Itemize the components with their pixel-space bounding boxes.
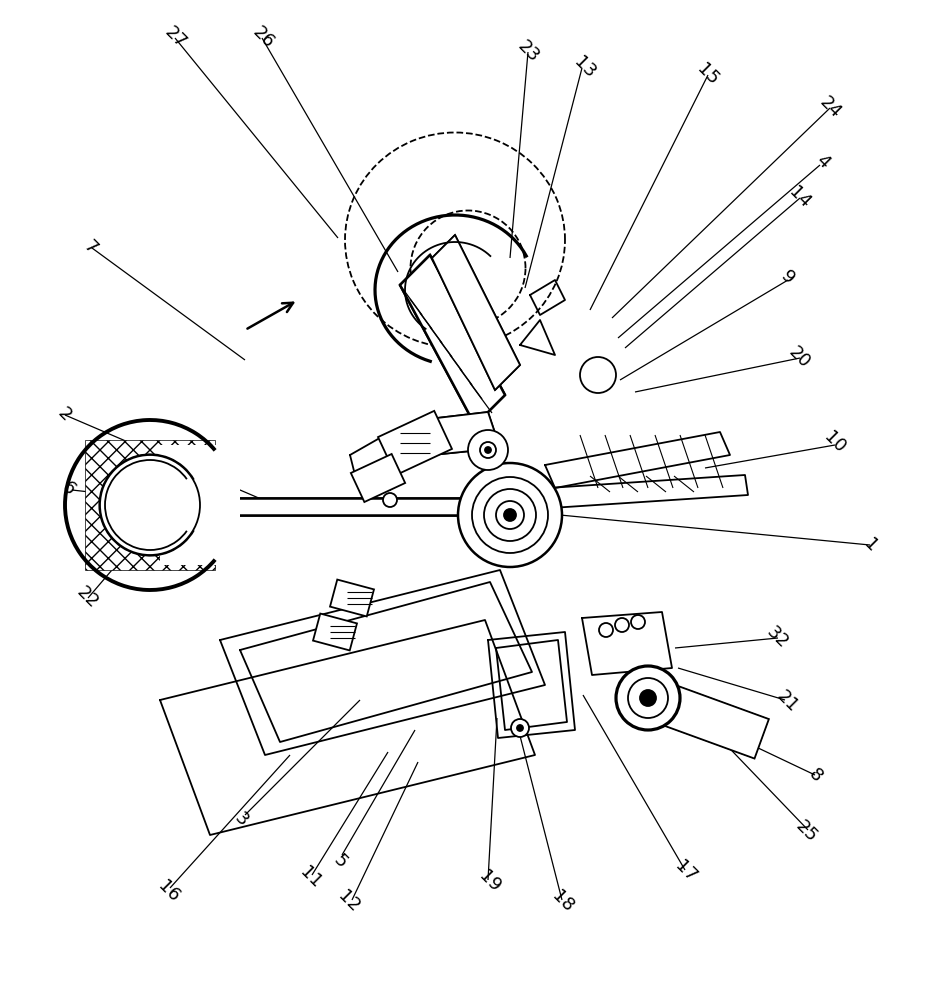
Circle shape: [472, 477, 548, 553]
Text: 6: 6: [58, 478, 79, 498]
Text: 2: 2: [54, 405, 75, 425]
Text: 17: 17: [672, 858, 700, 886]
Circle shape: [640, 690, 656, 706]
Text: 1: 1: [860, 535, 881, 555]
Bar: [160, 445, 240, 565]
Circle shape: [100, 455, 200, 555]
Polygon shape: [420, 412, 500, 455]
Text: 19: 19: [476, 868, 504, 896]
Text: 20: 20: [785, 344, 814, 372]
Circle shape: [100, 455, 200, 555]
Bar: [351, 454, 405, 502]
Circle shape: [580, 357, 616, 393]
Bar: [651, 681, 769, 759]
Text: 12: 12: [334, 888, 362, 916]
Circle shape: [485, 447, 491, 453]
Circle shape: [496, 501, 524, 529]
Circle shape: [517, 725, 523, 731]
Circle shape: [383, 493, 397, 507]
Circle shape: [616, 666, 680, 730]
Text: 32: 32: [763, 624, 792, 652]
Bar: [651, 681, 769, 759]
Circle shape: [615, 618, 629, 632]
Bar: [85, 440, 215, 570]
Text: 14: 14: [785, 184, 814, 212]
Circle shape: [511, 719, 529, 737]
Text: 3: 3: [231, 810, 252, 830]
Polygon shape: [205, 498, 510, 515]
Polygon shape: [400, 255, 505, 425]
Text: 24: 24: [816, 94, 845, 122]
Circle shape: [631, 615, 645, 629]
Text: 4: 4: [813, 152, 833, 172]
Text: 18: 18: [549, 888, 577, 916]
Text: 26: 26: [249, 24, 277, 52]
Text: 13: 13: [570, 54, 599, 82]
Text: 15: 15: [693, 61, 722, 89]
Text: 23: 23: [514, 38, 542, 66]
Bar: [330, 580, 374, 616]
Text: 10: 10: [820, 428, 849, 456]
Text: 21: 21: [773, 688, 801, 716]
Text: 7: 7: [79, 238, 100, 258]
Text: 16: 16: [154, 878, 183, 906]
Circle shape: [480, 442, 496, 458]
Circle shape: [628, 678, 668, 718]
Polygon shape: [432, 235, 520, 390]
Circle shape: [468, 430, 508, 470]
Circle shape: [484, 489, 536, 541]
Text: 9: 9: [777, 268, 797, 288]
Circle shape: [458, 463, 562, 567]
Text: 27: 27: [161, 24, 189, 52]
Text: 25: 25: [792, 818, 820, 846]
Text: 22: 22: [73, 584, 101, 612]
Bar: [378, 411, 452, 475]
Circle shape: [599, 623, 613, 637]
Text: 5: 5: [330, 852, 351, 872]
Text: 8: 8: [805, 765, 826, 785]
Bar: [313, 614, 357, 650]
Text: 11: 11: [296, 864, 324, 892]
Circle shape: [504, 509, 516, 521]
